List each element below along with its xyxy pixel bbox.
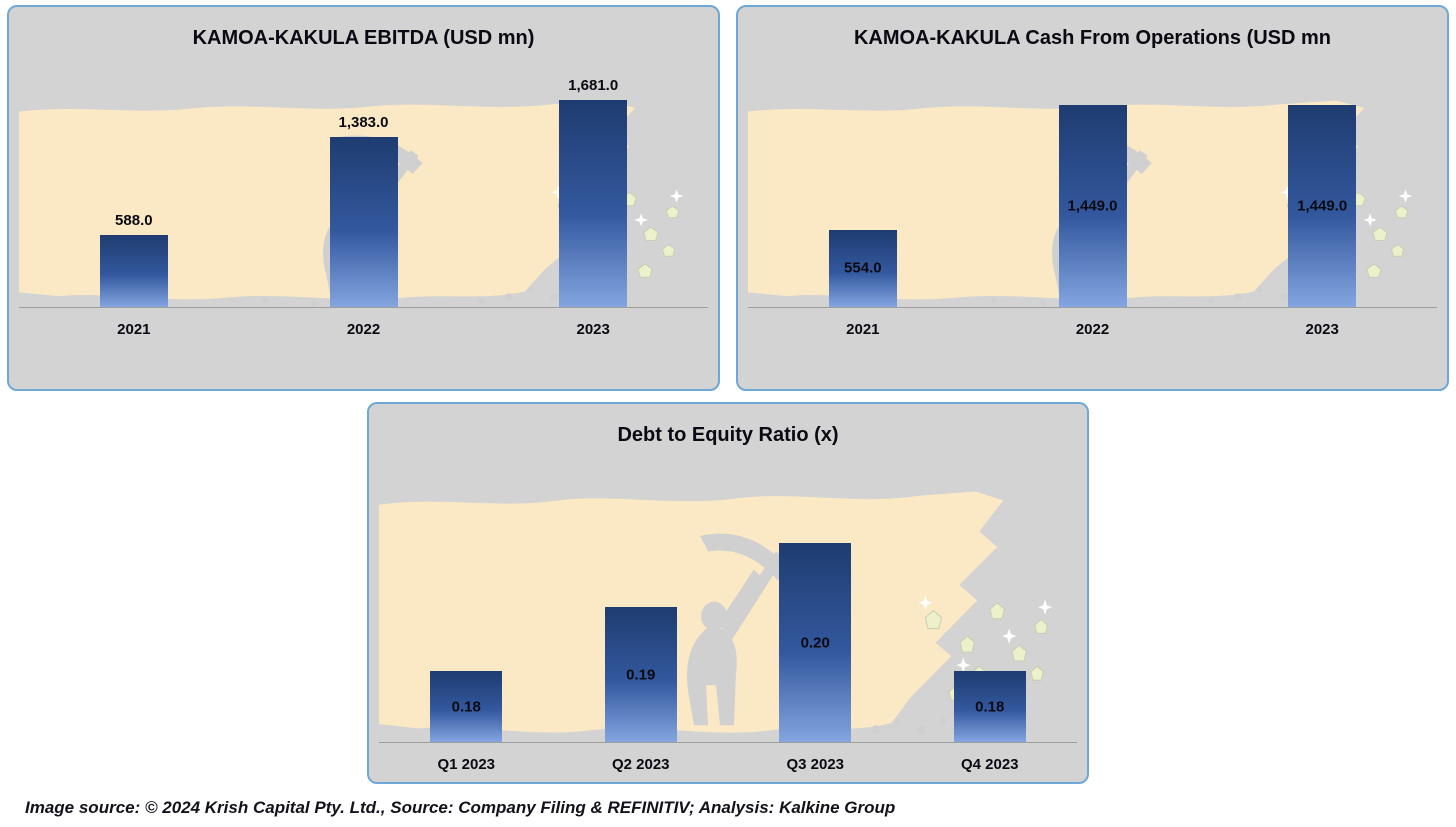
bar-q2-2023: 0.19 xyxy=(604,607,677,742)
bar-2023: 1,449.0 xyxy=(1288,105,1357,307)
value-label: 1,449.0 xyxy=(1297,197,1348,215)
bar-slot: 1,449.0 xyxy=(1207,98,1437,307)
chart-panel-cash-from-operations: KAMOA-KAKULA Cash From Operations (USD m… xyxy=(736,5,1449,391)
bar-slot: 0.20 xyxy=(728,543,903,742)
category-label: Q1 2023 xyxy=(437,756,496,773)
value-label: 554.0 xyxy=(844,259,882,277)
category-label: 2021 xyxy=(117,321,151,338)
bar-slot: 588.0 xyxy=(19,98,249,307)
category-axis: Q1 2023 Q2 2023 Q3 2023 Q4 2023 xyxy=(379,756,1077,773)
cliff-shape xyxy=(748,100,1365,300)
value-label: 1,383.0 xyxy=(338,113,389,131)
value-label: 0.18 xyxy=(451,698,481,716)
chart-title-ebitda: KAMOA-KAKULA EBITDA (USD mn) xyxy=(192,27,535,49)
bar-slot: 554.0 xyxy=(748,98,978,307)
bar-2022: 1,383.0 xyxy=(329,114,398,307)
value-label: 0.20 xyxy=(800,634,830,651)
image-source-text: Image source: © 2024 Krish Capital Pty. … xyxy=(25,798,896,817)
bar-2021: 588.0 xyxy=(99,212,168,307)
category-label: Q2 2023 xyxy=(611,756,670,773)
value-label: 1,449.0 xyxy=(1067,197,1118,215)
category-label: 2023 xyxy=(576,321,610,338)
bar-slot: 1,449.0 xyxy=(978,98,1208,307)
category-label: 2022 xyxy=(346,321,381,338)
category-axis: 2021 2022 2023 xyxy=(19,321,708,338)
bar-slot: 0.19 xyxy=(554,543,729,742)
bars-area: 588.0 1,383.0 1,681.0 xyxy=(19,77,708,308)
bar-slot: 0.18 xyxy=(903,543,1078,742)
category-axis: 2021 2022 2023 xyxy=(748,321,1437,338)
bar-q4-2023: 0.18 xyxy=(953,671,1026,742)
value-label: 1,681.0 xyxy=(568,77,619,95)
miner-silhouette xyxy=(686,533,788,726)
chart-title-cash-from-operations: KAMOA-KAKULA Cash From Operations (USD m… xyxy=(853,27,1332,49)
cliff-shape xyxy=(19,100,636,300)
bottom-charts-row: Debt to Equity Ratio (x) 0.18 0.19 0.20 0.1… xyxy=(7,402,1449,784)
category-label: Q3 2023 xyxy=(786,756,845,773)
chart-plot-area: 588.0 1,383.0 1,681.0 2021 2022 2023 xyxy=(19,77,708,338)
bar-q1-2023: 0.18 xyxy=(430,671,503,742)
bar-slot: 1,383.0 xyxy=(249,98,479,307)
top-charts-row: KAMOA-KAKULA EBITDA (USD mn) 588.0 1,383.… xyxy=(7,5,1449,391)
bar-q3-2023: 0.20 xyxy=(779,543,852,742)
bars-area: 0.18 0.19 0.20 0.18 xyxy=(379,491,1078,743)
bar-slot: 1,681.0 xyxy=(478,77,708,307)
value-label: 0.19 xyxy=(626,666,656,684)
category-label: Q4 2023 xyxy=(960,756,1019,773)
bars-area: 554.0 1,449.0 1,449.0 xyxy=(748,98,1437,308)
value-label: 588.0 xyxy=(115,211,153,229)
category-label: 2021 xyxy=(846,321,880,338)
value-label: 0.18 xyxy=(975,698,1005,716)
chart-plot-area: 554.0 1,449.0 1,449.0 2021 2022 2023 xyxy=(748,98,1437,338)
chart-plot-area: 0.18 0.19 0.20 0.18 Q1 2023 Q2 2023 Q3 2023 Q4… xyxy=(379,491,1078,773)
category-label: 2023 xyxy=(1305,321,1339,338)
category-label: 2022 xyxy=(1075,321,1110,338)
bar-2023: 1,681.0 xyxy=(559,77,628,307)
chart-panel-debt-to-equity: Debt to Equity Ratio (x) 0.18 0.19 0.20 0.1… xyxy=(367,402,1089,784)
chart-title-debt-to-equity: Debt to Equity Ratio (x) xyxy=(617,424,839,446)
bar-2021: 554.0 xyxy=(828,229,897,307)
bar-2022: 1,449.0 xyxy=(1058,105,1127,307)
bar-slot: 0.18 xyxy=(379,543,554,742)
chart-panel-ebitda: KAMOA-KAKULA EBITDA (USD mn) 588.0 1,383.… xyxy=(7,5,720,391)
